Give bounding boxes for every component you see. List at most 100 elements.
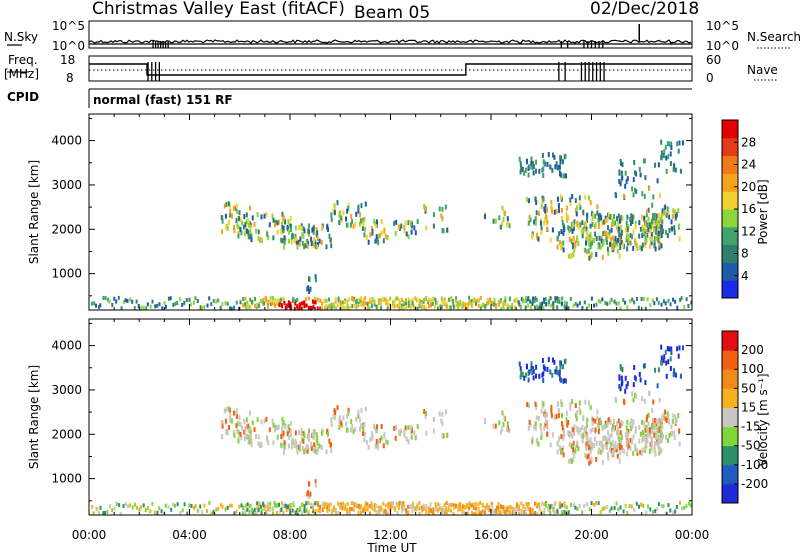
velocity-echo: [278, 502, 280, 507]
velocity-echo: [609, 446, 611, 452]
power-echo: [647, 216, 650, 222]
velocity-echo: [493, 508, 496, 513]
power-echo: [528, 164, 531, 170]
velocity-echo: [624, 375, 627, 381]
velocity-echo: [306, 448, 309, 454]
velocity-echo: [673, 430, 676, 436]
velocity-echo: [590, 441, 593, 447]
power-echo: [256, 303, 258, 307]
velocity-echo: [464, 505, 467, 510]
power-echo: [423, 305, 426, 310]
power-echo: [632, 245, 635, 251]
power-echo: [389, 296, 392, 301]
velocity-echo: [367, 444, 370, 450]
power-echo: [383, 229, 386, 234]
velocity-echo: [651, 424, 653, 430]
velocity-echo: [616, 426, 619, 432]
power-echo: [319, 298, 322, 303]
velocity-echo: [648, 427, 651, 433]
velocity-echo: [552, 357, 554, 363]
power-echo: [277, 219, 280, 225]
velocity-echo: [398, 506, 400, 511]
velocity-echo: [267, 440, 270, 446]
colorbar-tick-label: -200: [741, 477, 768, 491]
power-echo: [346, 303, 349, 308]
power-echo: [249, 229, 252, 235]
velocity-echo: [562, 364, 564, 370]
velocity-echo: [573, 452, 576, 458]
power-echo: [316, 235, 319, 241]
velocity-echo: [520, 369, 523, 375]
power-echo: [267, 235, 270, 241]
velocity-echo: [129, 503, 132, 508]
power-echo: [283, 235, 286, 241]
power-echo: [224, 213, 227, 219]
velocity-echo: [616, 421, 618, 427]
power-echo: [308, 276, 310, 282]
velocity-echo: [445, 506, 448, 511]
velocity-echo: [641, 419, 643, 425]
power-echo: [272, 235, 275, 241]
power-echo: [305, 240, 308, 246]
noise-left-tick-top: 10^5: [52, 19, 85, 33]
power-echo: [609, 300, 611, 305]
power-echo: [461, 304, 464, 309]
power-echo: [384, 297, 387, 302]
velocity-echo: [330, 417, 333, 423]
velocity-echo: [277, 424, 280, 430]
velocity-echo: [452, 503, 455, 508]
power-echo: [519, 161, 522, 167]
power-echo: [439, 306, 442, 311]
velocity-echo: [395, 424, 398, 430]
power-echo: [364, 301, 367, 306]
power-echo: [666, 233, 669, 239]
power-echo: [665, 229, 667, 235]
power-echo: [626, 227, 629, 233]
velocity-echo: [445, 510, 448, 515]
velocity-echo: [484, 510, 486, 515]
power-echo: [296, 304, 299, 309]
power-echo: [587, 248, 590, 254]
velocity-echo: [540, 425, 542, 431]
power-echo: [588, 195, 590, 201]
power-echo: [382, 296, 385, 301]
velocity-echo: [683, 505, 686, 510]
power-echo: [241, 220, 244, 226]
power-echo: [538, 302, 541, 306]
colorbar-segment: [722, 280, 738, 299]
velocity-echo: [122, 504, 125, 509]
power-echo: [466, 302, 469, 307]
power-echo: [314, 300, 317, 305]
power-echo: [676, 305, 679, 310]
power-echo: [468, 295, 471, 300]
power-echo: [347, 205, 350, 211]
velocity-echo: [393, 425, 396, 431]
power-echo: [643, 193, 646, 199]
velocity-echo: [634, 446, 637, 452]
power-echo: [278, 303, 281, 308]
velocity-echo: [630, 426, 632, 431]
power-echo: [303, 304, 306, 309]
velocity-echo: [572, 440, 575, 446]
velocity-echo: [486, 503, 489, 508]
velocity-echo: [608, 434, 611, 440]
power-echo: [641, 242, 644, 248]
velocity-echo: [316, 440, 319, 446]
power-echo: [436, 300, 439, 305]
velocity-echo: [556, 509, 559, 514]
velocity-echo: [449, 502, 452, 507]
power-echo: [618, 238, 621, 243]
power-echo: [563, 306, 566, 311]
velocity-echo: [349, 427, 352, 433]
power-echo: [651, 223, 654, 229]
power-echo: [669, 302, 672, 307]
velocity-echo: [257, 434, 260, 440]
power-echo: [433, 212, 435, 218]
power-echo: [642, 297, 645, 302]
time-tick-label: 16:00: [474, 528, 509, 542]
power-echo: [438, 206, 441, 212]
power-echo: [196, 299, 199, 303]
velocity-echo: [461, 506, 464, 511]
